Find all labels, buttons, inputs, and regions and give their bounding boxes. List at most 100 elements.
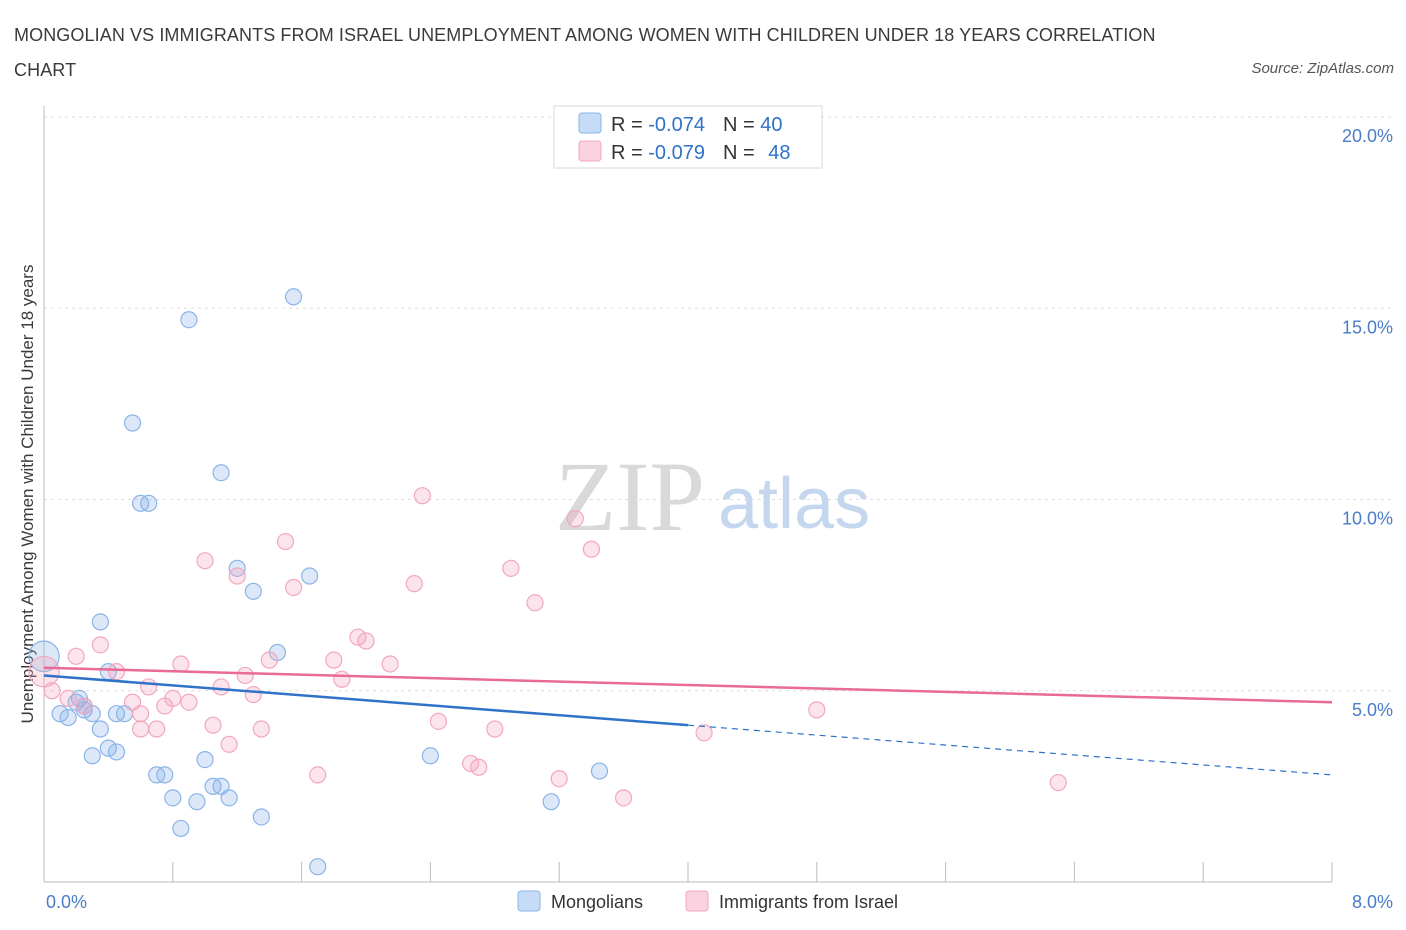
- israel-point: [212, 678, 230, 696]
- y-tick-label: 10.0%: [1342, 509, 1393, 529]
- mongolians-point: [212, 464, 230, 482]
- mongolians-point: [172, 819, 190, 838]
- chart-title: MONGOLIAN VS IMMIGRANTS FROM ISRAEL UNEM…: [14, 25, 1156, 80]
- mongolians-trend-line: [43, 674, 689, 727]
- mongolians-point: [51, 705, 69, 723]
- mongolians-point: [196, 750, 214, 769]
- mongolians-point: [542, 793, 560, 811]
- mongolians-point: [164, 789, 182, 807]
- israel-point: [502, 559, 520, 577]
- x-tick-label-max: 8.0%: [1352, 892, 1393, 912]
- israel-point: [59, 689, 77, 708]
- israel-point: [107, 663, 126, 681]
- series-mongolians-points: [28, 288, 609, 876]
- israel-point: [43, 682, 61, 700]
- watermark: ZIP atlas: [555, 441, 870, 552]
- israel-point: [236, 666, 254, 685]
- israel-point: [284, 578, 303, 597]
- israel-point: [220, 735, 238, 753]
- trend-lines: [43, 666, 1333, 776]
- y-axis-label: Unemployment Among Women with Children U…: [18, 265, 37, 724]
- y-tick-label: 20.0%: [1342, 126, 1393, 146]
- mongolians-point: [301, 567, 319, 585]
- mongolians-point: [107, 743, 126, 761]
- mongolians-point: [75, 701, 93, 719]
- stats-r-label: R =: [611, 114, 648, 136]
- legend-label-mongolians: Mongolians: [551, 892, 643, 912]
- israel-point: [462, 754, 480, 773]
- israel-point: [276, 532, 295, 551]
- series-israel-points: [28, 487, 1067, 807]
- mongolians-point: [91, 613, 109, 631]
- mongolians-point: [99, 739, 118, 757]
- israel-point: [582, 540, 601, 558]
- israel-point: [325, 651, 343, 669]
- israel-point: [808, 701, 826, 719]
- mongolians-point: [421, 747, 439, 765]
- y-tick-label: 5.0%: [1352, 700, 1393, 720]
- mongolians-point: [252, 808, 270, 826]
- stats-swatch-mongolians: [578, 112, 602, 134]
- israel-point: [566, 510, 584, 528]
- mongolians-point: [156, 766, 174, 784]
- watermark-zip: ZIP: [555, 441, 705, 552]
- israel-point: [550, 770, 568, 788]
- stats-n-value: 40: [760, 114, 782, 136]
- x-tick-label-min: 0.0%: [46, 892, 87, 912]
- israel-point: [204, 716, 222, 734]
- israel-point: [244, 685, 262, 704]
- mongolians-point: [180, 311, 198, 329]
- israel-point: [1049, 773, 1067, 792]
- israel-point: [357, 632, 375, 650]
- mongolians-point: [83, 747, 101, 765]
- israel-point: [132, 705, 150, 723]
- stats-n-label: N =: [723, 114, 760, 136]
- mongolians-point: [59, 708, 77, 727]
- israel-point: [91, 636, 109, 654]
- israel-point: [75, 697, 93, 715]
- israel-point: [228, 567, 246, 585]
- israel-point: [164, 689, 182, 708]
- israel-point: [252, 720, 270, 738]
- stats-swatch-israel: [578, 140, 602, 162]
- stats-row-mongolians: R = -0.074 N = 40: [611, 114, 782, 136]
- mongolians-point: [244, 582, 262, 600]
- israel-point: [381, 655, 399, 673]
- legend-swatch-mongolians: [517, 890, 541, 912]
- legend-swatch-israel: [685, 890, 709, 912]
- legend-label-israel: Immigrants from Israel: [719, 892, 898, 912]
- israel-point: [405, 575, 423, 593]
- stats-row-israel: R = -0.079 N = 48: [611, 142, 790, 164]
- israel-point: [196, 552, 214, 570]
- israel-point: [132, 720, 150, 738]
- israel-point: [148, 720, 166, 738]
- israel-point: [260, 651, 278, 669]
- x-tick-marks: [43, 862, 1333, 882]
- israel-point: [28, 655, 60, 688]
- mongolians-point: [91, 720, 109, 738]
- israel-point: [695, 724, 713, 742]
- watermark-atlas: atlas: [718, 464, 870, 544]
- stats-n-value: 48: [768, 142, 790, 164]
- israel-point: [172, 655, 190, 673]
- israel-point: [309, 766, 327, 784]
- israel-point: [526, 594, 544, 612]
- stats-r-value: -0.074: [648, 114, 705, 136]
- mongolians-point: [220, 789, 238, 807]
- israel-point: [333, 670, 351, 688]
- mongolians-point: [140, 494, 158, 512]
- israel-trend-line: [43, 666, 1333, 704]
- series-legend: Mongolians Immigrants from Israel: [517, 890, 898, 912]
- stats-r-value: -0.079: [648, 142, 705, 164]
- grid-lines: [44, 116, 1392, 692]
- israel-point: [180, 693, 198, 711]
- israel-point: [614, 789, 633, 807]
- stats-r-label: R =: [611, 142, 648, 164]
- mongolians-point: [284, 288, 303, 306]
- israel-point: [429, 712, 448, 730]
- mongolians-point: [188, 793, 206, 811]
- israel-point: [67, 647, 85, 665]
- stats-n-label: N =: [723, 142, 760, 164]
- israel-point: [470, 758, 488, 776]
